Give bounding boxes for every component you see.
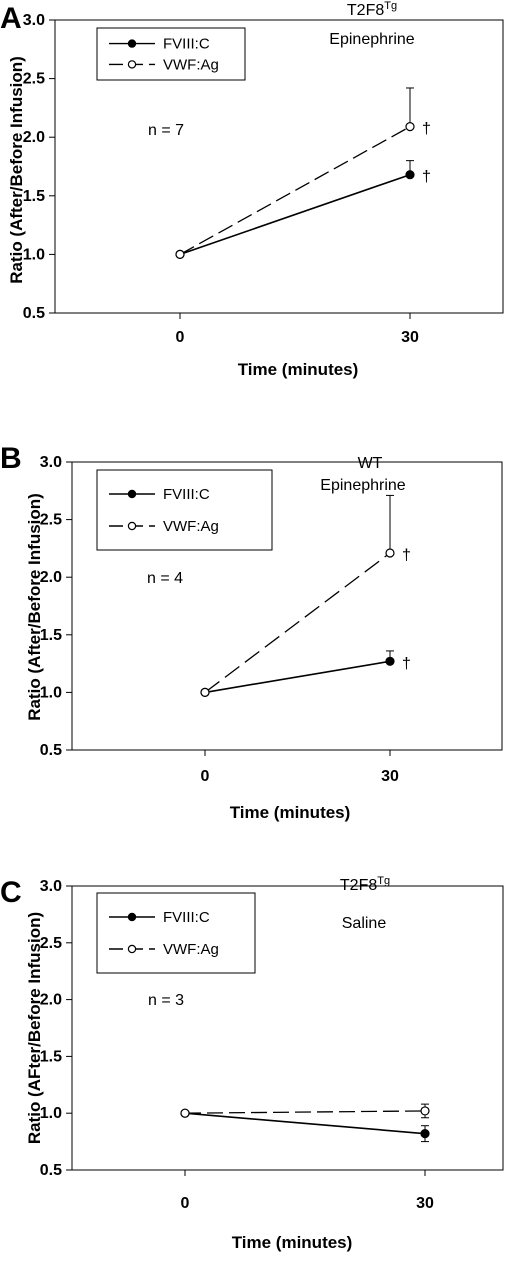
legend-marker: [127, 944, 137, 954]
y-tick-label: 2.0: [40, 992, 62, 1009]
series-fviii-c: †: [175, 160, 431, 259]
y-tick-label: 1.0: [23, 246, 45, 263]
data-point: [405, 122, 415, 132]
panel-b: B 0.5 1.0 1.5 2.0 2.5 3.0 0 30 Time (minutes) Rati…: [0, 442, 503, 822]
significance-mark: †: [402, 547, 411, 564]
chart-title-main: T2F8: [340, 877, 377, 894]
x-tick-label: 0: [181, 1195, 190, 1212]
chart-subtitle: Epinephrine: [320, 477, 406, 494]
series-line: [184, 1110, 426, 1114]
x-tick-label: 0: [201, 768, 210, 785]
legend-label: VWF:Ag: [163, 941, 219, 958]
x-axis-title: Time (minutes): [232, 1233, 353, 1252]
sample-size-annotation: n = 7: [148, 122, 184, 139]
legend: FVIII:C VWF:Ag: [96, 27, 246, 81]
significance-mark: †: [422, 121, 431, 138]
data-point: [200, 687, 210, 698]
chart-title-main: T2F8: [347, 2, 384, 19]
y-tick-label: 3.0: [23, 12, 45, 29]
data-point: [420, 1106, 430, 1116]
y-axis-title: Ratio (AFter/Before Infusion): [25, 912, 44, 1144]
chart-subtitle: Saline: [342, 915, 387, 932]
legend-marker: [127, 912, 137, 922]
plot-frame: [71, 885, 504, 1171]
x-tick-label: 30: [401, 329, 419, 346]
legend-label: FVIII:C: [163, 486, 210, 503]
y-tick-label: 2.0: [23, 129, 45, 146]
significance-mark: †: [422, 169, 431, 186]
series-vwf-ag: †: [200, 494, 411, 698]
series-line: [184, 1112, 426, 1135]
legend-label: VWF:Ag: [163, 518, 219, 535]
y-tick-label: 1.5: [40, 627, 62, 644]
y-tick-label: 2.5: [40, 935, 62, 952]
y-tick-label: 1.5: [23, 188, 45, 205]
series-line: [179, 126, 411, 255]
series-fviii-c: †: [200, 650, 411, 698]
legend-box: [96, 469, 273, 551]
x-axis-title: Time (minutes): [238, 360, 359, 379]
series-vwf-ag: [180, 1103, 430, 1119]
y-tick-label: 1.0: [40, 1105, 62, 1122]
legend-label: VWF:Ag: [163, 56, 219, 73]
y-tick-label: 3.0: [40, 878, 62, 895]
y-tick-label: 1.5: [40, 1048, 62, 1065]
y-axis-title: Ratio (After/Before Infusion): [25, 493, 44, 721]
chart-title: T2F8Tg: [340, 875, 390, 894]
y-tick-label: 0.5: [23, 305, 45, 322]
data-point: [385, 656, 395, 666]
y-tick-label: 2.0: [40, 569, 62, 586]
legend-marker: [127, 521, 137, 531]
plot-frame: [54, 19, 504, 314]
legend: FVIII:C VWF:Ag: [96, 469, 273, 551]
series-fviii-c: [180, 1108, 430, 1143]
x-tick-label: 30: [381, 768, 399, 785]
y-axis-title: Ratio (After/Before Infusion): [7, 56, 26, 284]
legend-box: [96, 27, 246, 81]
series-line: [179, 173, 411, 256]
data-point: [420, 1129, 430, 1139]
sample-size-annotation: n = 3: [148, 992, 184, 1009]
y-tick-label: 2.5: [23, 71, 45, 88]
legend-marker: [127, 39, 137, 48]
legend-marker: [127, 489, 137, 499]
x-tick-label: 30: [416, 1195, 434, 1212]
data-point: [175, 249, 185, 259]
chart-title-superscript: Tg: [384, 0, 397, 12]
y-tick-label: 0.5: [40, 742, 62, 759]
chart-title-superscript: Tg: [377, 875, 390, 887]
sample-size-annotation: n = 4: [147, 570, 183, 587]
x-axis-title: Time (minutes): [230, 803, 351, 822]
legend-box: [96, 892, 256, 974]
y-tick-label: 0.5: [40, 1162, 62, 1179]
y-tick-label: 2.5: [40, 512, 62, 529]
plot-frame: [71, 461, 503, 751]
legend: FVIII:C VWF:Ag: [96, 892, 256, 974]
legend-label: FVIII:C: [163, 36, 210, 53]
series-vwf-ag: †: [175, 87, 431, 259]
panel-a: A 0.5 1.0 1.5 2.0 2.5 3.0 0 30 Time (minutes) Rati…: [0, 0, 504, 379]
data-point: [180, 1108, 190, 1118]
panel-letter: B: [0, 442, 22, 475]
y-tick-label: 1.0: [40, 684, 62, 701]
panel-letter: C: [0, 876, 22, 909]
legend-marker: [127, 60, 137, 69]
data-point: [405, 170, 415, 180]
legend-label: FVIII:C: [163, 909, 210, 926]
x-tick-label: 0: [176, 329, 185, 346]
y-tick-label: 3.0: [40, 454, 62, 471]
chart-subtitle: Epinephrine: [329, 31, 415, 48]
chart-title: T2F8Tg: [347, 0, 397, 19]
chart-title-main: WT: [358, 455, 383, 472]
panel-letter: A: [0, 2, 22, 35]
series-line: [204, 552, 391, 693]
panel-c: C 0.5 1.0 1.5 2.0 2.5 3.0 0 30 Time (minutes) Rati…: [0, 875, 504, 1252]
significance-mark: †: [402, 655, 411, 672]
chart-title: WT: [358, 455, 383, 472]
series-line: [204, 660, 391, 694]
data-point: [385, 548, 395, 558]
